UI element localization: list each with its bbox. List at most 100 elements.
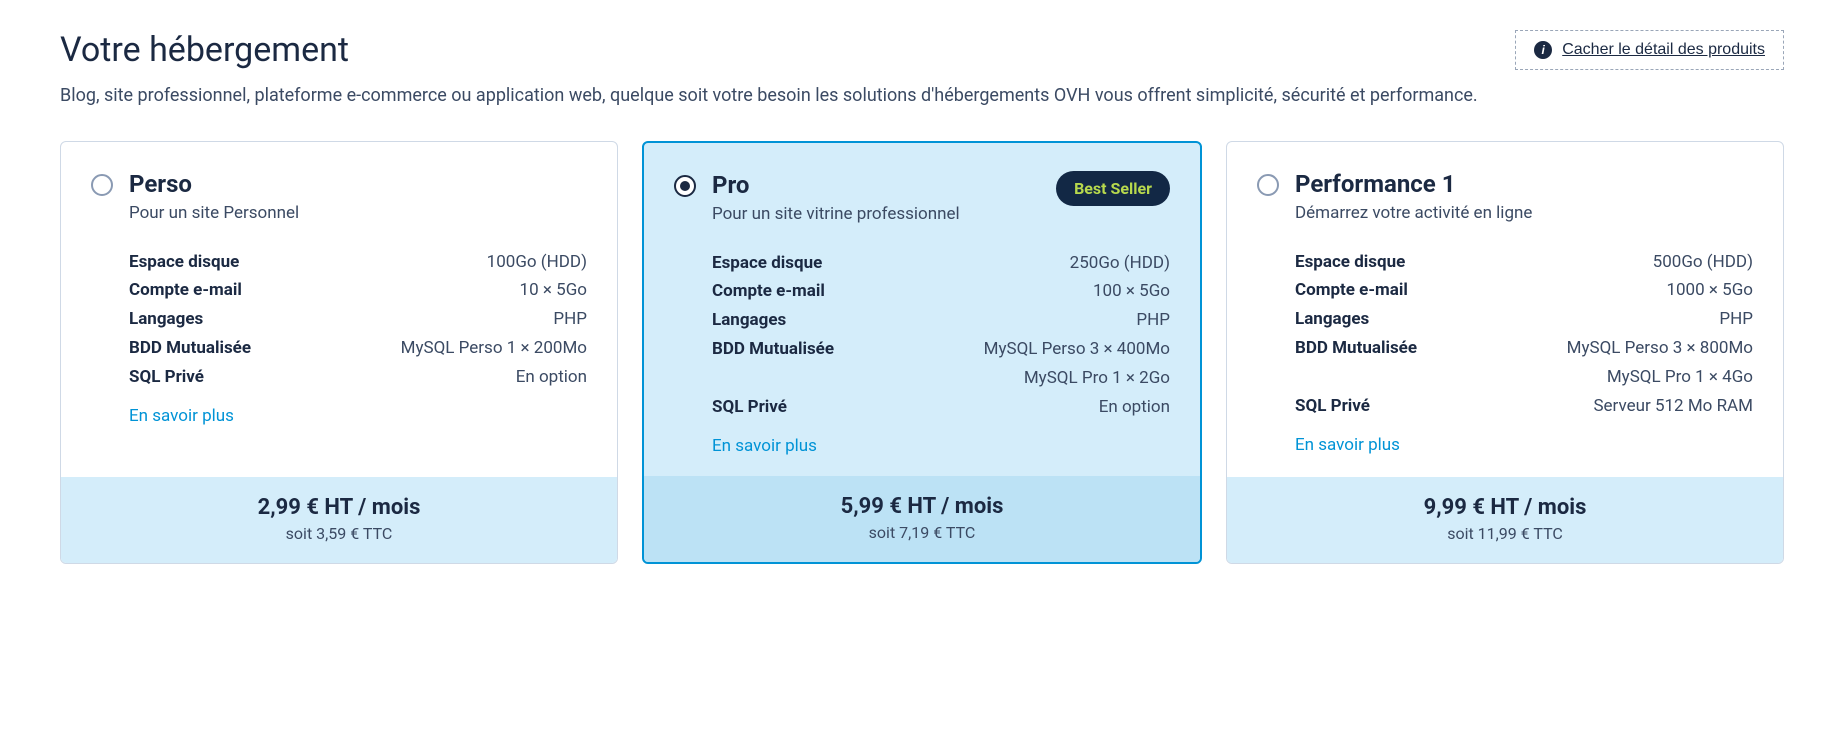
plan-specs: Espace disque 100Go (HDD) Compte e-mail 10 … — [129, 248, 587, 426]
learn-more-link[interactable]: En savoir plus — [712, 436, 817, 456]
spec-label: BDD Mutualisée — [1295, 334, 1417, 363]
price-bar: 9,99 € HT / mois soit 11,99 € TTC — [1227, 477, 1783, 563]
best-seller-badge: Best Seller — [1056, 171, 1170, 206]
spec-row: BDD Mutualisée MySQL Perso 3 × 800MoMySQL… — [1295, 334, 1753, 392]
spec-value: 500Go (HDD) — [1653, 248, 1753, 277]
plan-body: Pro Pour un site vitrine professionnel Bes… — [644, 143, 1200, 476]
spec-label: Espace disque — [129, 248, 239, 277]
spec-row: Compte e-mail 100 × 5Go — [712, 277, 1170, 306]
plan-subtitle: Démarrez votre activité en ligne — [1295, 202, 1753, 226]
spec-value-line: 1000 × 5Go — [1666, 276, 1753, 305]
spec-value: MySQL Perso 3 × 400MoMySQL Pro 1 × 2Go — [984, 335, 1170, 393]
spec-label: Langages — [1295, 305, 1369, 334]
spec-value-line: PHP — [553, 305, 587, 334]
spec-row: Espace disque 500Go (HDD) — [1295, 248, 1753, 277]
spec-label: BDD Mutualisée — [712, 335, 834, 364]
spec-value-line: MySQL Pro 1 × 4Go — [1567, 363, 1753, 392]
plan-head: Performance 1 Démarrez votre activité en … — [1257, 170, 1753, 226]
plan-card-performance-1[interactable]: Performance 1 Démarrez votre activité en … — [1226, 141, 1784, 564]
price-main: 5,99 € HT / mois — [654, 494, 1190, 519]
plan-body: Perso Pour un site Personnel Espace disque… — [61, 142, 617, 477]
radio-dot-icon — [680, 181, 690, 191]
plan-title-wrap: Perso Pour un site Personnel — [129, 170, 587, 226]
spec-label: SQL Privé — [1295, 392, 1370, 421]
spec-row: Langages PHP — [1295, 305, 1753, 334]
spec-value: En option — [516, 363, 587, 392]
spec-value-line: MySQL Perso 1 × 200Mo — [401, 334, 587, 363]
plan-title-wrap: Performance 1 Démarrez votre activité en … — [1295, 170, 1753, 226]
price-main: 9,99 € HT / mois — [1237, 495, 1773, 520]
plan-head: Perso Pour un site Personnel — [91, 170, 587, 226]
spec-value-line: Serveur 512 Mo RAM — [1593, 392, 1753, 421]
page-subtitle: Blog, site professionnel, plateforme e-c… — [60, 82, 1784, 111]
spec-row: Langages PHP — [129, 305, 587, 334]
spec-value: 1000 × 5Go — [1666, 276, 1753, 305]
spec-row: SQL Privé Serveur 512 Mo RAM — [1295, 392, 1753, 421]
spec-value: PHP — [1136, 306, 1170, 335]
page-title: Votre hébergement — [60, 30, 349, 70]
spec-value: En option — [1099, 393, 1170, 422]
spec-row: Espace disque 250Go (HDD) — [712, 249, 1170, 278]
spec-label: Compte e-mail — [1295, 276, 1408, 305]
plan-title: Performance 1 — [1295, 170, 1753, 198]
spec-value: Serveur 512 Mo RAM — [1593, 392, 1753, 421]
spec-value: MySQL Perso 3 × 800MoMySQL Pro 1 × 4Go — [1567, 334, 1753, 392]
spec-value-line: En option — [516, 363, 587, 392]
radio-performance-1[interactable] — [1257, 174, 1279, 196]
spec-label: SQL Privé — [129, 363, 204, 392]
radio-perso[interactable] — [91, 174, 113, 196]
spec-label: Compte e-mail — [129, 276, 242, 305]
spec-label: Espace disque — [712, 249, 822, 278]
spec-row: BDD Mutualisée MySQL Perso 1 × 200Mo — [129, 334, 587, 363]
spec-value-line: PHP — [1136, 306, 1170, 335]
spec-label: Espace disque — [1295, 248, 1405, 277]
spec-value-line: PHP — [1719, 305, 1753, 334]
spec-row: SQL Privé En option — [129, 363, 587, 392]
plan-head: Pro Pour un site vitrine professionnel Bes… — [674, 171, 1170, 227]
info-icon: i — [1534, 41, 1552, 59]
spec-label: Langages — [712, 306, 786, 335]
spec-label: Langages — [129, 305, 203, 334]
price-sub: soit 3,59 € TTC — [71, 524, 607, 543]
spec-value-line: MySQL Perso 3 × 800Mo — [1567, 334, 1753, 363]
price-bar: 2,99 € HT / mois soit 3,59 € TTC — [61, 477, 617, 563]
hide-details-button[interactable]: i Cacher le détail des produits — [1515, 30, 1784, 70]
price-bar: 5,99 € HT / mois soit 7,19 € TTC — [644, 476, 1200, 562]
spec-value: PHP — [1719, 305, 1753, 334]
plan-list: Perso Pour un site Personnel Espace disque… — [60, 141, 1784, 564]
spec-row: Espace disque 100Go (HDD) — [129, 248, 587, 277]
plan-body: Performance 1 Démarrez votre activité en … — [1227, 142, 1783, 477]
spec-value: MySQL Perso 1 × 200Mo — [401, 334, 587, 363]
plan-title-wrap: Pro Pour un site vitrine professionnel — [712, 171, 1040, 227]
price-sub: soit 7,19 € TTC — [654, 523, 1190, 542]
plan-card-pro[interactable]: Pro Pour un site vitrine professionnel Bes… — [642, 141, 1202, 564]
spec-row: Langages PHP — [712, 306, 1170, 335]
learn-more-link[interactable]: En savoir plus — [129, 406, 234, 426]
plan-card-perso[interactable]: Perso Pour un site Personnel Espace disque… — [60, 141, 618, 564]
plan-title: Perso — [129, 170, 587, 198]
spec-value-line: 250Go (HDD) — [1070, 249, 1170, 278]
spec-value-line: MySQL Perso 3 × 400Mo — [984, 335, 1170, 364]
spec-value: 10 × 5Go — [520, 276, 587, 305]
spec-value-line: 100 × 5Go — [1093, 277, 1170, 306]
price-main: 2,99 € HT / mois — [71, 495, 607, 520]
plan-title: Pro — [712, 171, 1040, 199]
spec-label: SQL Privé — [712, 393, 787, 422]
spec-value-line: 100Go (HDD) — [487, 248, 587, 277]
spec-value: 100Go (HDD) — [487, 248, 587, 277]
spec-row: SQL Privé En option — [712, 393, 1170, 422]
spec-row: Compte e-mail 10 × 5Go — [129, 276, 587, 305]
plan-subtitle: Pour un site vitrine professionnel — [712, 203, 1040, 227]
spec-value: 100 × 5Go — [1093, 277, 1170, 306]
plan-specs: Espace disque 250Go (HDD) Compte e-mail 100… — [712, 249, 1170, 456]
spec-value-line: 500Go (HDD) — [1653, 248, 1753, 277]
spec-value: 250Go (HDD) — [1070, 249, 1170, 278]
spec-value-line: En option — [1099, 393, 1170, 422]
spec-label: Compte e-mail — [712, 277, 825, 306]
price-sub: soit 11,99 € TTC — [1237, 524, 1773, 543]
spec-label: BDD Mutualisée — [129, 334, 251, 363]
learn-more-link[interactable]: En savoir plus — [1295, 435, 1400, 455]
radio-pro[interactable] — [674, 175, 696, 197]
plan-subtitle: Pour un site Personnel — [129, 202, 587, 226]
spec-value-line: 10 × 5Go — [520, 276, 587, 305]
